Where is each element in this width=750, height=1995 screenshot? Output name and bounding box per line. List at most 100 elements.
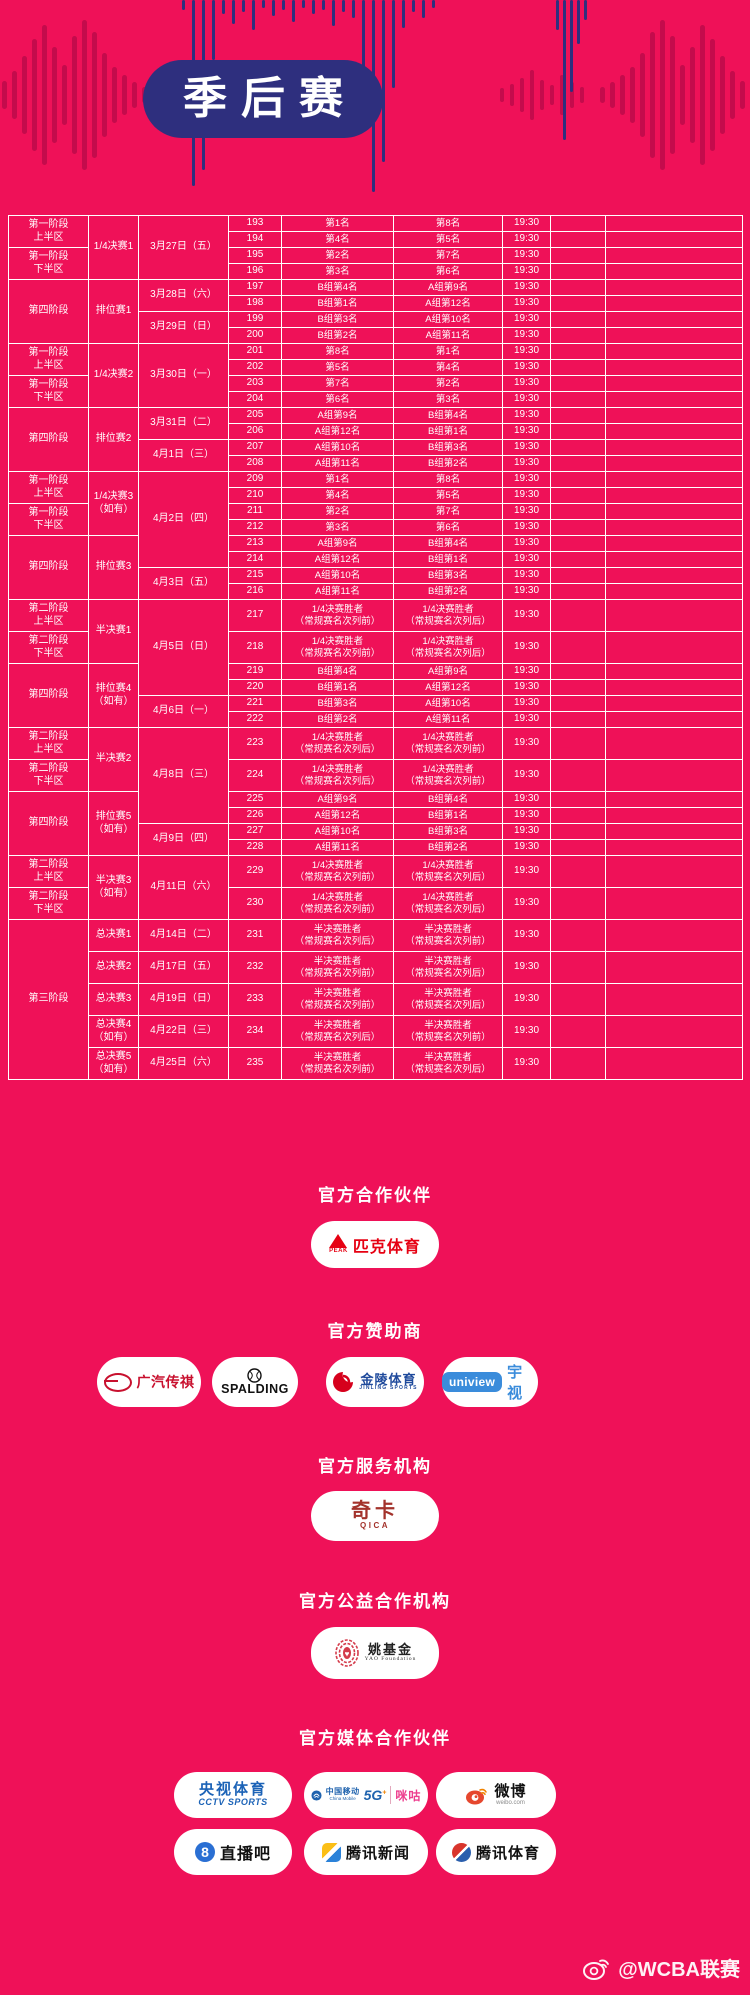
round-cell: 排位赛1 xyxy=(88,279,139,344)
stage-cell: 第二阶段 上半区 xyxy=(8,855,89,888)
game-cell: 211 xyxy=(228,503,282,520)
extra-cell xyxy=(550,951,606,984)
game-cell: 206 xyxy=(228,423,282,440)
stage-cell: 第四阶段 xyxy=(8,791,89,856)
sponsor-uniview: uniview 宇视 xyxy=(442,1357,538,1407)
extra-cell xyxy=(550,311,606,328)
page-title-pill: 季后赛 xyxy=(143,60,383,138)
table-row: 第一阶段 下半区 211 第2名 第7名 19:30 xyxy=(8,503,743,536)
team-cell: A组第10名 xyxy=(281,567,394,584)
peak-logo-icon: PEAK xyxy=(329,1234,348,1254)
yao-foundation-subtext: YAO Foundation xyxy=(364,1655,417,1662)
extra-cell xyxy=(605,375,743,392)
table-row: 第四阶段 排位赛5 （如有） 225 A组第9名 B组第4名 19:30 xyxy=(8,791,743,856)
team-cell: A组第12名 xyxy=(281,551,394,568)
game-cell: 204 xyxy=(228,391,282,408)
time-cell: 19:30 xyxy=(502,759,551,792)
date-cell: 4月2日（四） xyxy=(138,471,229,568)
date-cell: 4月1日（三） xyxy=(138,439,229,472)
team-cell: B组第2名 xyxy=(281,711,394,728)
team-cell: 1/4决赛胜者 （常规赛名次列后） xyxy=(393,631,503,664)
date-cell: 4月8日（三） xyxy=(138,727,229,824)
extra-cell xyxy=(550,439,606,456)
extra-cell xyxy=(605,839,743,856)
weibo-watermark-icon xyxy=(583,1959,610,1980)
5g-logo-text: 5G+ xyxy=(363,1787,387,1803)
section-heading-sponsor: 官方赞助商 xyxy=(327,1322,423,1341)
extra-cell xyxy=(605,631,743,664)
weibo-watermark-text: @WCBA联赛 xyxy=(618,1959,740,1981)
tencent-news-logo-icon xyxy=(321,1842,341,1862)
game-cell: 223 xyxy=(228,727,282,760)
extra-cell xyxy=(605,231,743,248)
sponsor-yao-foundation: ♥ 姚基金 YAO Foundation xyxy=(311,1627,439,1679)
extra-cell xyxy=(550,599,606,632)
team-cell: 第7名 xyxy=(393,247,503,264)
time-cell: 19:30 xyxy=(502,919,551,952)
extra-cell xyxy=(605,471,743,488)
round-cell: 排位赛3 xyxy=(88,535,139,600)
weibo-subtext: weibo.com xyxy=(496,1799,525,1806)
time-cell: 19:30 xyxy=(502,439,551,456)
media-weibo: 微博 weibo.com xyxy=(436,1772,556,1818)
stage-cell: 第四阶段 xyxy=(8,663,89,728)
extra-cell xyxy=(550,263,606,280)
table-row: 第二阶段 上半区 半决赛2 4月8日（三） 223 1/4决赛胜者 （常规赛名次列后） 1… xyxy=(8,727,743,824)
team-cell: B组第2名 xyxy=(393,583,503,600)
extra-cell xyxy=(605,983,743,1016)
time-cell: 19:30 xyxy=(502,471,551,488)
game-cell: 212 xyxy=(228,519,282,536)
time-cell: 19:30 xyxy=(502,823,551,840)
qica-logo-subtext: QICA xyxy=(360,1521,390,1531)
team-cell: 第3名 xyxy=(281,263,394,280)
game-cell: 207 xyxy=(228,439,282,456)
team-cell: 1/4决赛胜者 （常规赛名次列前） xyxy=(281,631,394,664)
tencent-sports-logo-icon xyxy=(451,1842,471,1862)
time-cell: 19:30 xyxy=(502,791,551,808)
extra-cell xyxy=(605,951,743,984)
stage-cell: 第三阶段 xyxy=(8,919,89,1080)
team-cell: B组第4名 xyxy=(281,279,394,296)
section-heading-media: 官方媒体合作伙伴 xyxy=(299,1729,451,1748)
team-cell: 第6名 xyxy=(281,391,394,408)
extra-cell xyxy=(605,823,743,840)
time-cell: 19:30 xyxy=(502,631,551,664)
round-cell: 排位赛5 （如有） xyxy=(88,791,139,856)
date-cell: 4月22日（三） xyxy=(138,1015,229,1048)
team-cell: 第3名 xyxy=(393,391,503,408)
table-row: 4月6日（一） 221 B组第3名 A组第10名 19:30 xyxy=(9,695,743,728)
extra-cell xyxy=(550,327,606,344)
game-cell: 203 xyxy=(228,375,282,392)
round-cell: 总决赛1 xyxy=(88,919,139,952)
table-row: 第三阶段 总决赛1 4月14日（二） 231 半决赛胜者 （常规赛名次列后） 半决赛胜者 … xyxy=(8,919,743,1080)
team-cell: 第5名 xyxy=(393,231,503,248)
extra-cell xyxy=(550,535,606,552)
time-cell: 19:30 xyxy=(502,727,551,760)
extra-cell xyxy=(550,279,606,296)
table-row: 第四阶段 排位赛4 （如有） 219 B组第4名 A组第9名 19:30 xyxy=(8,663,743,728)
game-cell: 199 xyxy=(228,311,282,328)
team-cell: A组第10名 xyxy=(393,695,503,712)
sponsor-gac: 广汽传祺 xyxy=(97,1357,201,1407)
date-cell: 3月30日（一） xyxy=(138,343,229,408)
game-cell: 209 xyxy=(228,471,282,488)
game-cell: 222 xyxy=(228,711,282,728)
table-row: 3月29日（日） 199 B组第3名 A组第10名 19:30 xyxy=(9,311,743,344)
extra-cell xyxy=(605,583,743,600)
team-cell: B组第3名 xyxy=(393,567,503,584)
table-row: 第二阶段 下半区 230 1/4决赛胜者 （常规赛名次列前） 1/4决赛胜者 （常规赛… xyxy=(8,887,743,920)
game-cell: 218 xyxy=(228,631,282,664)
media-cctv-sports: 央视体育 CCTV SPORTS xyxy=(174,1772,292,1818)
stage-cell: 第二阶段 上半区 xyxy=(8,599,89,632)
extra-cell xyxy=(605,727,743,760)
media-zhibo8: 8 直播吧 xyxy=(174,1829,292,1875)
extra-cell xyxy=(550,503,606,520)
date-cell: 4月3日（五） xyxy=(138,567,229,600)
time-cell: 19:30 xyxy=(502,839,551,856)
table-row: 第四阶段 排位赛1 3月28日（六） 197 B组第4名 A组第9名 19:30 xyxy=(8,279,743,344)
jinling-logo-subtext: JINLING SPORTS xyxy=(359,1385,418,1392)
zhibo8-text: 直播吧 xyxy=(219,1846,271,1863)
stage-cell: 第一阶段 上半区 xyxy=(8,343,89,376)
extra-cell xyxy=(605,1015,743,1048)
stage-cell: 第一阶段 上半区 xyxy=(8,471,89,504)
